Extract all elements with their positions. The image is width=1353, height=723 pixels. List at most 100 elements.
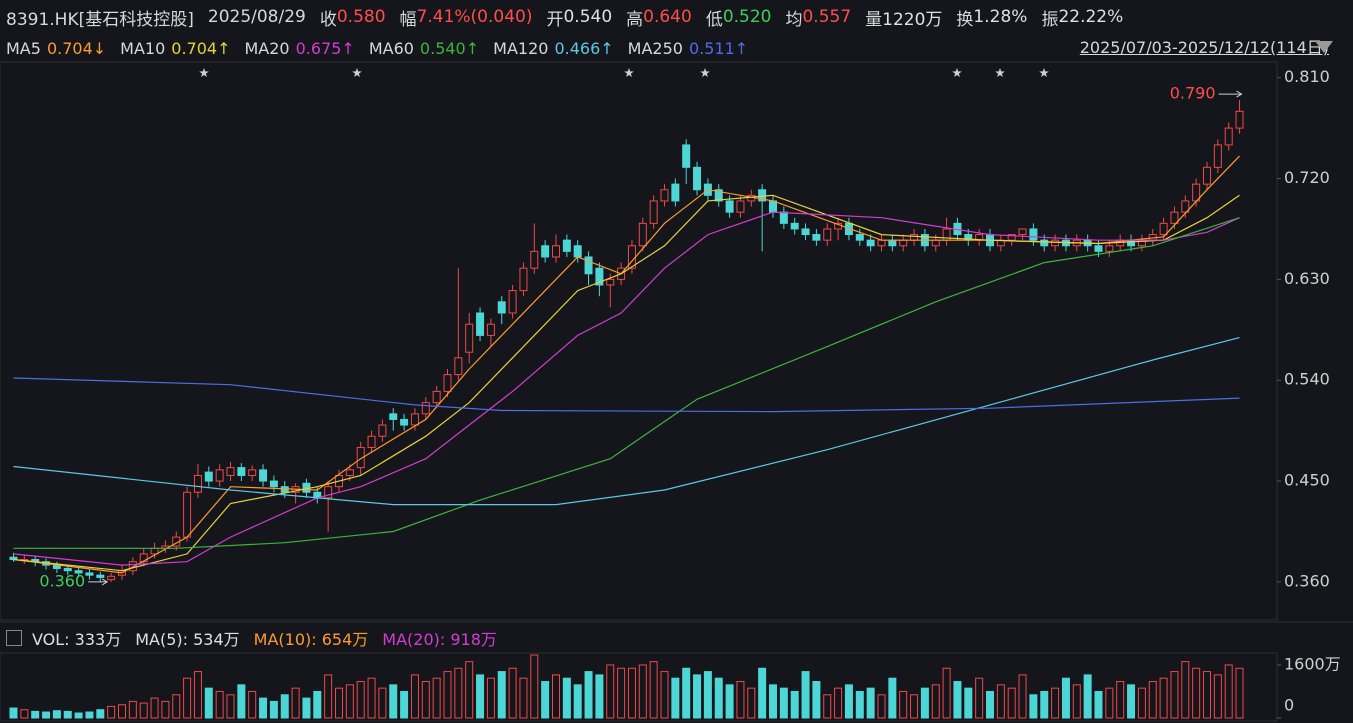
date-range[interactable]: 2025/07/03-2025/12/12(114日) <box>1079 38 1329 57</box>
volume-bar <box>215 690 224 719</box>
candle-body <box>128 561 137 572</box>
volume-bar <box>1051 687 1060 719</box>
ma-name: MA120 <box>493 38 549 58</box>
volume-bar <box>573 684 582 719</box>
volume-bar <box>996 684 1005 719</box>
event-stars <box>199 68 1049 77</box>
volume-bar <box>975 677 984 719</box>
volume-bar <box>1007 687 1016 719</box>
candle-body <box>627 245 636 269</box>
candle-body <box>486 323 495 336</box>
candle-body <box>63 567 72 572</box>
volume-bar <box>96 709 105 719</box>
candle-body <box>1148 234 1157 241</box>
candle-body <box>345 469 354 476</box>
volume-bar <box>595 674 604 719</box>
ma-line <box>13 194 1240 572</box>
volume-bar <box>302 697 311 719</box>
candle-body <box>237 467 246 476</box>
candle-body <box>410 413 419 426</box>
volume-bar <box>519 677 528 719</box>
volume-bar <box>1224 664 1233 719</box>
candle-body <box>725 200 734 213</box>
candle-body <box>964 234 973 241</box>
volume-bar <box>454 667 463 719</box>
volume-bar <box>378 687 387 719</box>
candle-body <box>1116 239 1125 247</box>
candle-body <box>150 547 159 555</box>
volume-bar <box>476 674 485 719</box>
candle-body <box>747 194 756 202</box>
ma-arrow: ↑ <box>341 38 355 58</box>
volume-bar <box>671 677 680 719</box>
candle-body <box>671 183 680 202</box>
candle-body <box>920 234 929 247</box>
volume-bar <box>530 654 539 719</box>
volume-bar <box>1203 671 1211 719</box>
volume-bar <box>204 687 213 719</box>
volume-bar <box>269 700 278 719</box>
volume-bar <box>823 694 832 719</box>
price-panel <box>0 61 1278 621</box>
volume-bar <box>866 687 875 719</box>
candle-body <box>1224 127 1233 146</box>
candle-body <box>530 250 539 269</box>
volume-bar <box>1159 677 1168 719</box>
volume-bar <box>259 697 268 719</box>
volume-bar <box>52 710 61 719</box>
volume-bar <box>779 687 788 719</box>
candle-body <box>280 486 289 493</box>
volume-bar <box>725 684 734 719</box>
ma-name: MA250 <box>627 38 683 58</box>
volume-bar <box>552 674 560 719</box>
volume-bar <box>1127 684 1136 719</box>
ma-value: 0.540 <box>419 38 466 58</box>
volume-bar <box>1116 681 1125 719</box>
candle-body <box>975 234 984 241</box>
candle-body <box>942 228 951 241</box>
volume-panel <box>0 652 1278 722</box>
quote-value: 22.22% <box>1058 7 1124 27</box>
candle-body <box>465 323 474 353</box>
volume-bar <box>801 671 810 719</box>
candle-body <box>1127 239 1136 247</box>
volume-bar <box>1137 687 1146 719</box>
candle-body <box>812 234 821 241</box>
candle-body <box>573 245 582 258</box>
volume-bar <box>562 677 571 719</box>
candle-body <box>552 245 560 258</box>
candle-body <box>1181 200 1190 213</box>
candle-body <box>779 211 788 224</box>
quote-value: 1220万 <box>882 9 943 30</box>
candle-body <box>269 480 278 488</box>
volume-bar <box>769 684 777 719</box>
volume-bar <box>834 687 843 719</box>
volume-bar <box>74 712 83 719</box>
candle-body <box>226 467 235 476</box>
candle-body <box>682 144 691 168</box>
collapse-icon[interactable] <box>6 630 22 646</box>
candle-body <box>606 278 615 286</box>
ma-legend: MA5 0.704 ↓ MA10 0.704 ↑ MA20 0.675 ↑ MA60 0.540 ↑ M… <box>6 34 762 62</box>
candle-body <box>1061 239 1070 247</box>
y-tick-label: 0.810 <box>1284 67 1330 86</box>
quote-value: 0.520 <box>722 7 772 27</box>
candle-body <box>9 556 18 560</box>
quote-label: 低 <box>705 9 723 30</box>
candle-body <box>758 189 767 202</box>
volume-bar <box>584 671 593 719</box>
candle-body <box>519 267 528 292</box>
candle-body <box>85 572 94 576</box>
ma-line <box>13 217 1240 549</box>
candle-body <box>899 239 908 247</box>
candle-body <box>356 446 365 469</box>
volume-bar <box>183 677 192 719</box>
volume-bar <box>128 700 137 719</box>
volume-bar <box>432 677 441 719</box>
volume-bar <box>1018 674 1027 719</box>
annotation-arrowhead <box>101 578 109 586</box>
candle-body <box>693 166 702 191</box>
volume-bar <box>161 700 170 719</box>
ma-arrow: ↑ <box>465 38 480 58</box>
